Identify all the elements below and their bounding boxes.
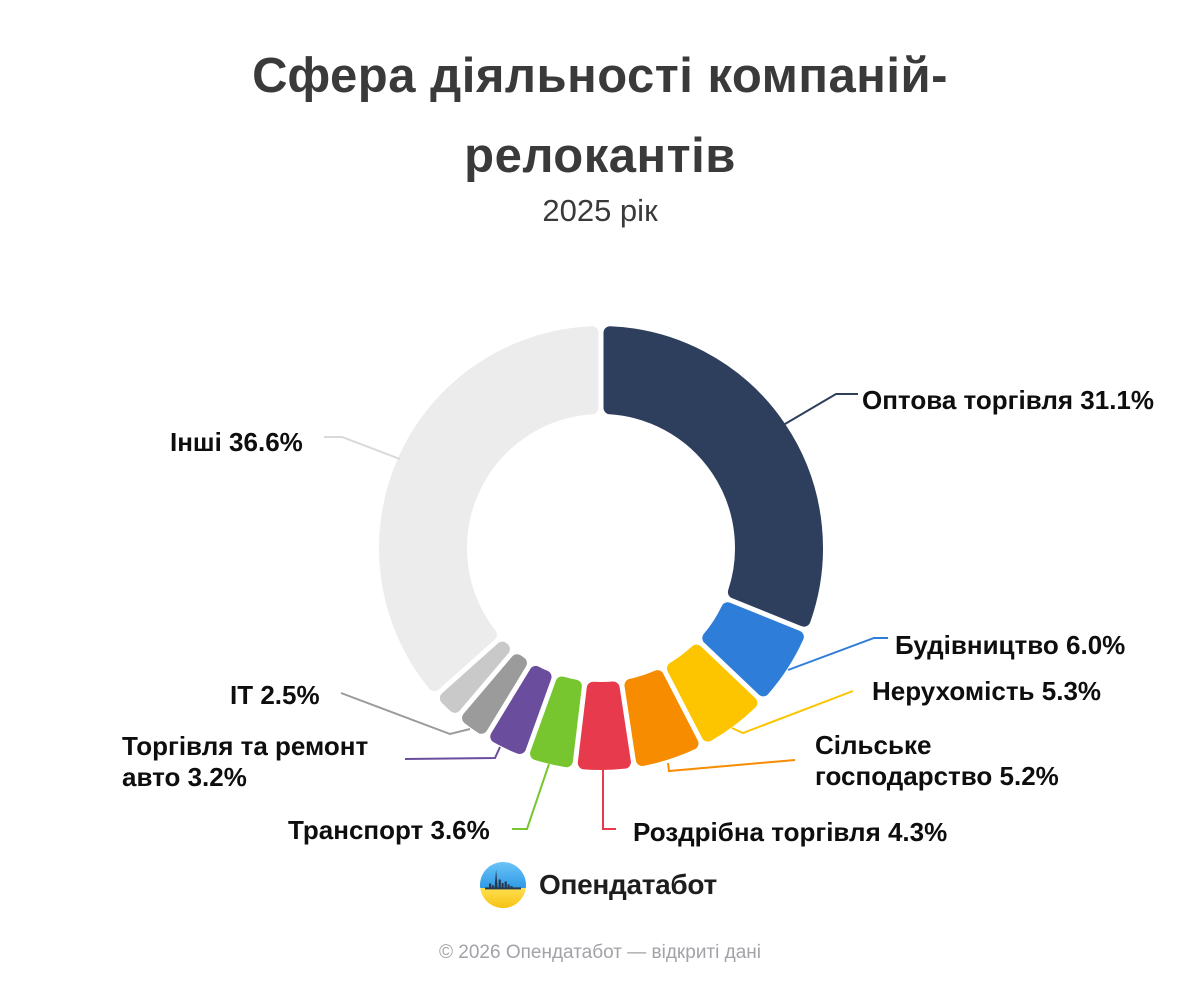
- segment-label-silske-hospodarstvo: Сільське господарство 5.2%: [815, 730, 1059, 791]
- donut-segment-роздрібна-торгівля: [577, 681, 631, 770]
- donut-segment-unlabeled: [439, 641, 510, 713]
- leader-line-3: [667, 759, 796, 773]
- brand-name: Опендатабот: [539, 869, 717, 900]
- segment-label-budivnytstvo: Будівництво 6.0%: [895, 630, 1126, 660]
- donut-segment-іт: [462, 654, 527, 734]
- segment-label-nerukhomist: Нерухомість 5.3%: [872, 676, 1102, 706]
- donut-segment-будівництво: [702, 602, 804, 697]
- leader-line-7: [340, 692, 471, 736]
- opendatabot-logo-icon: [480, 862, 526, 908]
- segment-label-it: ІТ 2.5%: [230, 680, 320, 710]
- chart-subtitle: 2025 рік: [542, 193, 658, 228]
- donut-segment-нерухомість: [666, 644, 758, 742]
- segment-label-inshi: Інші 36.6%: [170, 427, 303, 457]
- logo-flag-yellow: [480, 888, 526, 908]
- leader-line-0: [784, 393, 858, 425]
- segment-label-torhivlia-remont-avto: Торгівля та ремонт авто 3.2%: [122, 731, 369, 792]
- segment-label-transport: Транспорт 3.6%: [288, 815, 490, 845]
- donut-segment-оптова-торгівля: [603, 326, 823, 627]
- footer-copyright: © 2026 Опендатабот — відкриті дані: [439, 942, 761, 963]
- leader-line-1: [787, 637, 888, 671]
- segment-label-rozdribna-torhivlia: Роздрібна торгівля 4.3%: [633, 817, 948, 847]
- leader-line-5: [512, 763, 550, 830]
- leader-line-6: [404, 746, 501, 760]
- donut-segment-інші: [379, 326, 599, 692]
- donut-segment-транспорт: [530, 676, 582, 768]
- leader-line-9: [324, 436, 401, 460]
- brand: Опендатабот: [480, 862, 717, 908]
- leader-line-4: [602, 769, 616, 830]
- segment-label-optova-torhivlia: Оптова торгівля 31.1%: [862, 385, 1155, 415]
- leader-line-2: [731, 690, 854, 735]
- logo-skyline: [485, 869, 521, 890]
- donut-segment-торгівля-та-ремонт-авто: [490, 665, 552, 755]
- donut-segment-сільське-господарство: [624, 670, 699, 767]
- chart-title: Сфера діяльності компаній- релокантів: [252, 49, 948, 183]
